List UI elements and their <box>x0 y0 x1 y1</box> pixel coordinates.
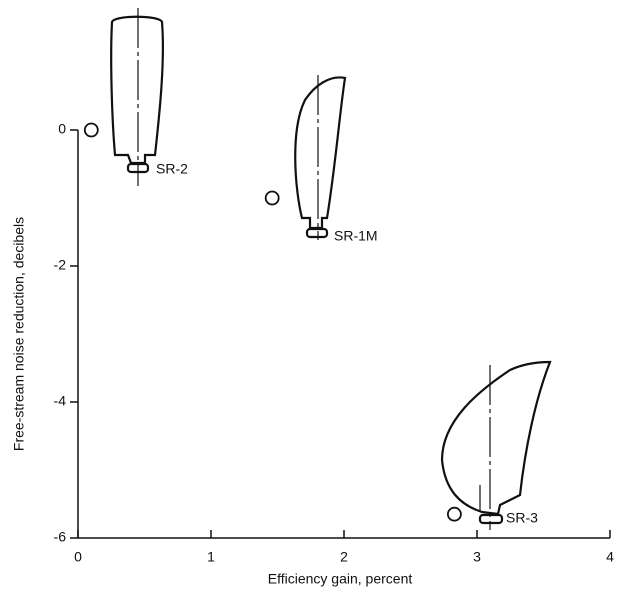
point <box>266 192 279 205</box>
y-axis-label: Free-stream noise reduction, decibels <box>11 217 27 451</box>
y-tick-label: -6 <box>54 529 67 545</box>
chart: Efficiency gain, percent Free-stream noi… <box>0 0 621 601</box>
x-axis-label: Efficiency gain, percent <box>268 571 413 587</box>
y-tick-label: -2 <box>54 257 67 273</box>
x-tick-label: 3 <box>473 549 481 565</box>
blade-drawings <box>111 8 550 530</box>
point <box>85 124 98 137</box>
y-tick-label: 0 <box>58 121 66 137</box>
x-tick-label: 2 <box>340 549 348 565</box>
point <box>448 508 461 521</box>
point-label: SR-3 <box>506 510 538 526</box>
point-label: SR-2 <box>156 161 188 177</box>
x-tick-label: 0 <box>74 549 82 565</box>
point-label: SR-1M <box>334 228 378 244</box>
x-tick-label: 1 <box>207 549 215 565</box>
x-tick-label: 4 <box>606 549 614 565</box>
y-tick-label: -4 <box>54 393 67 409</box>
